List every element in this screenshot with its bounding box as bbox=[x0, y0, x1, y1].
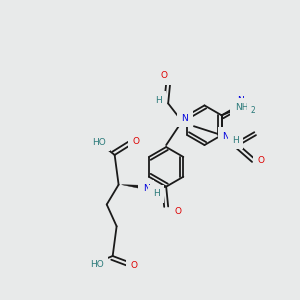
Text: N: N bbox=[237, 96, 244, 105]
Text: HO: HO bbox=[90, 260, 104, 269]
Text: H: H bbox=[153, 189, 160, 198]
Text: N: N bbox=[222, 132, 229, 141]
Text: NH: NH bbox=[235, 103, 248, 112]
Text: N: N bbox=[182, 114, 188, 123]
Text: O: O bbox=[131, 261, 138, 270]
Text: O: O bbox=[257, 156, 264, 165]
Text: H: H bbox=[155, 96, 162, 105]
Text: H: H bbox=[232, 136, 239, 145]
Text: O: O bbox=[133, 136, 140, 146]
Text: 2: 2 bbox=[251, 106, 256, 115]
Polygon shape bbox=[122, 185, 156, 192]
Text: N: N bbox=[248, 107, 254, 116]
Text: N: N bbox=[143, 184, 150, 193]
Text: HO: HO bbox=[92, 138, 106, 147]
Text: O: O bbox=[175, 207, 182, 216]
Text: O: O bbox=[161, 71, 168, 80]
